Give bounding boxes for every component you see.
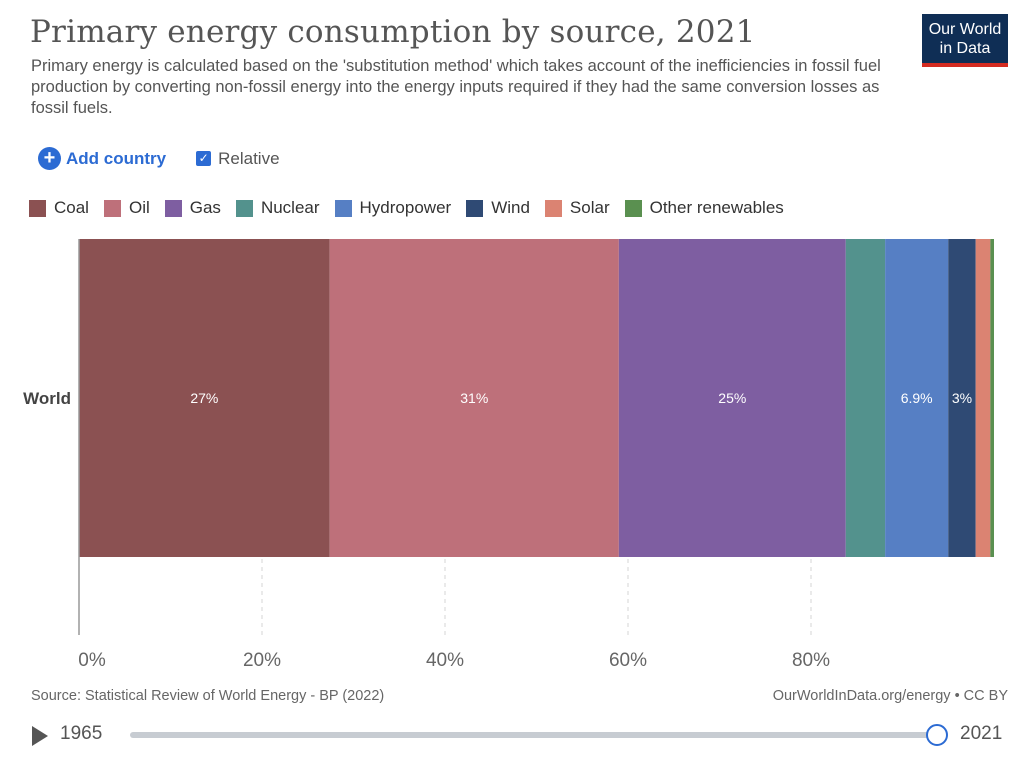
timeline-handle[interactable] [926,724,948,746]
chart-subtitle: Primary energy is calculated based on th… [31,57,881,117]
timeline-track[interactable] [130,732,936,738]
legend-item-solar[interactable]: Solar [544,198,610,218]
bar-segment-coal [79,239,330,557]
stacked-bar-chart: 0% 20% 40% 60% 80% 27% 31% 25% 6.9% 3% World [23,239,994,670]
bar-segment-hydropower [885,239,949,557]
legend-item-nuclear[interactable]: Nuclear [235,198,320,218]
legend-swatch [29,199,46,217]
bar-segment-solar [975,239,991,557]
checkbox-checked-icon[interactable]: ✓ [196,151,212,166]
chart-title: Primary energy consumption by source, 20… [30,14,756,50]
relative-toggle[interactable]: ✓ Relative [196,148,280,169]
add-country-label: Add country [66,148,167,168]
legend-swatch [466,199,484,217]
bar-segment-other-renewables [990,239,994,557]
legend-swatch [334,199,352,217]
relative-label: Relative [218,148,280,168]
timeline: 1965 2021 [30,722,1020,752]
legend-swatch [164,199,182,217]
add-country-button[interactable]: + Add country [38,147,166,170]
legend-swatch [544,199,562,217]
owid-logo[interactable]: Our World in Data [922,14,1008,67]
x-tick-label: 80% [792,650,830,670]
bar-segment-wind [948,239,976,557]
category-label: World [23,389,71,408]
plus-circle-icon: + [38,147,61,170]
x-tick-label: 60% [609,650,647,670]
chart-controls: + Add country ✓ Relative [38,147,280,170]
license-link[interactable]: OurWorldInData.org/energy • CC BY [772,688,1008,704]
data-label: 3% [952,390,972,406]
source-note: Source: Statistical Review of World Ener… [31,688,385,704]
legend-label: Hydropower [359,198,452,217]
timeline-end-year: 2021 [960,723,1003,744]
x-tick-label: 20% [243,650,281,670]
legend-swatch [235,199,253,217]
data-label: 27% [190,390,218,406]
x-tick-label: 40% [426,650,464,670]
legend-item-coal[interactable]: Coal [29,198,89,218]
legend-item-gas[interactable]: Gas [164,198,221,218]
legend-label: Gas [189,198,221,217]
legend-label: Nuclear [260,198,320,217]
legend-label: Coal [54,198,89,217]
bar-segment-gas [618,239,846,557]
data-label: 31% [460,390,488,406]
legend-swatch [624,199,642,217]
bar-segment-nuclear [845,239,886,557]
legend-label: Oil [128,198,150,217]
legend-item-oil[interactable]: Oil [103,198,150,218]
bar-segment-oil [329,239,619,557]
x-tick-label: 0% [78,650,106,670]
legend-item-wind[interactable]: Wind [466,198,530,218]
logo-line-2: in Data [939,40,991,57]
legend-item-other-renewables[interactable]: Other renewables [624,198,784,218]
data-label: 6.9% [901,390,933,406]
legend-label: Other renewables [649,198,784,217]
data-label: 25% [718,390,746,406]
timeline-start-year: 1965 [60,723,103,744]
logo-line-1: Our World [928,21,1002,38]
legend-label: Wind [491,198,530,217]
legend-label: Solar [569,198,610,217]
legend-swatch [103,199,121,217]
play-icon[interactable] [32,726,48,746]
legend-item-hydropower[interactable]: Hydropower [334,198,452,218]
chart-legend: Coal Oil Gas Nuclear Hydropower Wind Solar Othe… [29,198,799,218]
